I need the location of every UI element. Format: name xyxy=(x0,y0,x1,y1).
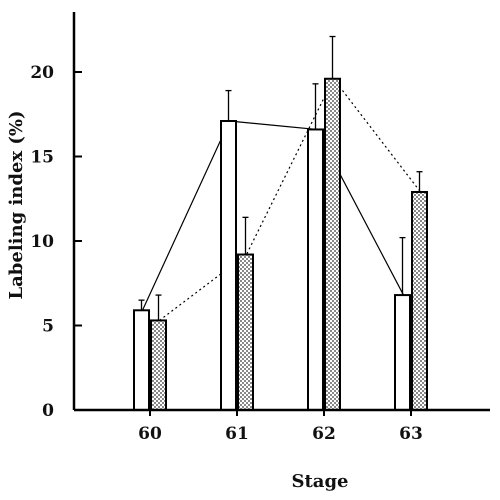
x-axis-title: Stage xyxy=(291,471,348,492)
series-2-bar xyxy=(237,253,254,411)
series-1-bar xyxy=(394,294,411,411)
y-tick-label: 15 xyxy=(30,148,54,168)
x-axis-ticks: 60 61 62 63 xyxy=(138,410,423,444)
series-1-bar xyxy=(220,120,237,411)
series-1-bar xyxy=(133,309,150,412)
plot-area xyxy=(133,35,428,412)
y-axis-ticks: 0 5 10 15 20 xyxy=(30,63,82,421)
x-tick-label: 62 xyxy=(312,424,336,444)
y-tick-label: 5 xyxy=(42,317,54,337)
y-axis-title: Labeling index (%) xyxy=(6,110,27,299)
series-2-bar xyxy=(150,319,167,411)
series-2-bar xyxy=(411,190,428,411)
series-1-trend-line xyxy=(141,120,405,311)
series-2-trend-line xyxy=(159,77,421,321)
series-1-bar xyxy=(307,128,324,412)
x-tick-label: 63 xyxy=(399,424,423,444)
y-tick-label: 0 xyxy=(42,401,54,421)
x-tick-label: 60 xyxy=(138,424,162,444)
y-tick-label: 10 xyxy=(30,232,54,252)
series-2-bar xyxy=(324,77,341,411)
x-tick-label: 61 xyxy=(225,424,249,444)
y-tick-label: 20 xyxy=(30,63,54,83)
